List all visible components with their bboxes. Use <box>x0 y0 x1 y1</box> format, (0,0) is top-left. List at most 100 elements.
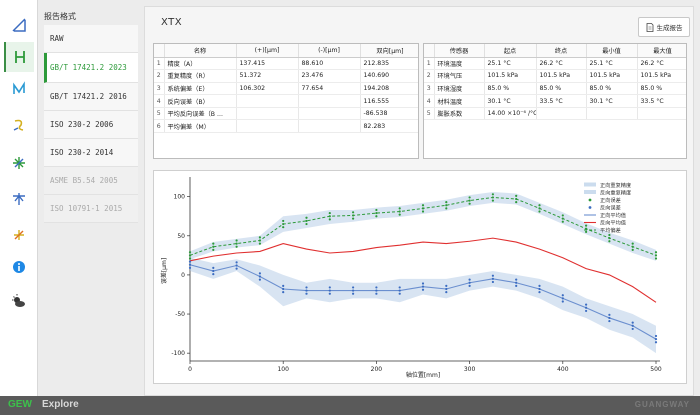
info-icon[interactable] <box>4 252 34 282</box>
error-chart: 0 100 200 300 400 500 -100 -50 0 50 100 轴位置[mm] 误差[μ… <box>153 170 687 384</box>
data-point <box>538 207 541 210</box>
results-row[interactable]: 4 反向误差（B） 116.555 <box>154 94 418 108</box>
sensor-cell: 101.5 kPa <box>586 69 638 83</box>
weather-icon[interactable] <box>4 286 34 316</box>
sensor-cell: 33.5 °C <box>637 94 686 108</box>
data-point <box>468 284 471 287</box>
dynamic-icon[interactable] <box>4 220 34 250</box>
results-row[interactable]: 2 重复精度（R） 51.372 23.476 140.690 <box>154 69 418 83</box>
data-point <box>468 281 471 284</box>
sensor-row[interactable]: 3 环境湿度 85.0 % 85.0 % 85.0 % 85.0 % <box>424 82 686 96</box>
sensor-cell: 33.5 °C <box>536 94 587 108</box>
data-point <box>445 291 448 294</box>
results-cell: 77.654 <box>298 82 361 96</box>
generate-report-button[interactable]: 生成报告 <box>638 17 690 37</box>
rotary-icon[interactable] <box>4 148 34 178</box>
data-point <box>491 193 494 196</box>
data-point <box>235 264 238 267</box>
legend-label: 正向平均值 <box>600 211 626 219</box>
results-cell: 2 <box>154 69 165 83</box>
results-row[interactable]: 5 平均反向误差（B ... -86.538 <box>154 107 418 121</box>
data-point <box>421 204 425 207</box>
data-point <box>421 285 425 288</box>
sensor-row[interactable]: 5 膨胀系数 14.00 ×10⁻⁶ /°C <box>424 107 686 121</box>
results-cell: 3 <box>154 82 165 96</box>
results-row[interactable]: 1 精度（A） 137.415 88.610 212.835 <box>154 57 418 71</box>
data-point <box>631 245 634 248</box>
data-point <box>398 207 401 210</box>
results-header-row: 名称 (+)[μm] (-)[μm] 双向[μm] <box>154 44 418 58</box>
data-point <box>212 266 215 269</box>
sensor-cell: 14.00 ×10⁻⁶ /°C <box>484 107 537 121</box>
sensor-cell: 26.2 °C <box>536 57 587 71</box>
data-point <box>282 287 285 291</box>
error-chart-svg: 0 100 200 300 400 500 -100 -50 0 50 100 轴位置[mm] 误差[μ… <box>160 177 662 379</box>
results-cell: 平均反向误差（B ... <box>164 107 237 121</box>
sensor-row[interactable]: 1 环境温度 25.1 °C 26.2 °C 25.1 °C 26.2 °C <box>424 57 686 71</box>
data-point <box>608 319 611 323</box>
footer-bar: GEW Explore GUANGWAY <box>0 396 700 415</box>
sensor-cell: 膨胀系数 <box>434 107 485 121</box>
data-point <box>631 324 634 327</box>
flatness-icon[interactable] <box>4 74 34 104</box>
report-format-panel: 报告格式 RAW GB/T 17421.2 2023 GB/T 17421.2 … <box>40 6 140 396</box>
sensor-cell: 25.1 °C <box>586 57 638 71</box>
format-item-iso-2014[interactable]: ISO 230-2 2014 <box>44 139 138 167</box>
data-point <box>654 251 658 254</box>
straightness-icon[interactable] <box>4 42 34 72</box>
data-point <box>352 292 355 295</box>
format-item-gbt-2016[interactable]: GB/T 17421.2 2016 <box>44 83 138 111</box>
format-item-iso-2006[interactable]: ISO 230-2 2006 <box>44 111 138 139</box>
sensor-cell: 2 <box>424 69 435 83</box>
data-point <box>235 242 238 245</box>
format-item-raw[interactable]: RAW <box>44 25 138 53</box>
squareness-icon[interactable] <box>4 184 34 214</box>
data-point <box>398 289 401 292</box>
sensor-row[interactable]: 4 材料温度 30.1 °C 33.5 °C 30.1 °C 33.5 °C <box>424 94 686 108</box>
data-point <box>305 216 308 219</box>
sensor-cell <box>586 107 638 121</box>
sensor-col-max: 最大值 <box>637 44 686 58</box>
data-point <box>328 215 331 218</box>
data-point <box>421 207 425 210</box>
brand-product-name: Explore <box>42 399 79 410</box>
data-point <box>631 321 634 324</box>
data-point <box>305 222 308 226</box>
data-point <box>468 196 471 199</box>
results-col-index <box>154 44 165 58</box>
band-1 <box>190 257 656 354</box>
results-cell: 系统偏差（E） <box>164 82 237 96</box>
data-point <box>421 282 425 285</box>
y-tick-label: -50 <box>175 311 185 318</box>
results-row[interactable]: 6 平均偏差（M） 82.283 <box>154 119 418 134</box>
data-point <box>188 251 192 254</box>
data-point <box>212 273 215 276</box>
sensor-cell: 85.0 % <box>484 82 537 96</box>
data-point <box>375 208 378 212</box>
legend-swatch <box>584 182 596 187</box>
y-axis-label: 误差[μm] <box>160 258 168 284</box>
data-point <box>445 204 448 207</box>
sensor-col-end: 终点 <box>536 44 587 58</box>
ruler-icon[interactable] <box>4 10 34 40</box>
sensor-row[interactable]: 2 环境气压 101.5 kPa 101.5 kPa 101.5 kPa 101.5 kP… <box>424 69 686 83</box>
results-row[interactable]: 3 系统偏差（E） 106.302 77.654 194.208 <box>154 82 418 96</box>
angle-icon[interactable] <box>4 110 34 140</box>
data-point <box>491 277 494 280</box>
results-col-minus: (-)[μm] <box>298 44 361 58</box>
data-point <box>305 286 308 289</box>
module-rail <box>0 0 38 396</box>
x-tick-label: 200 <box>371 366 383 373</box>
format-item-gbt-2023[interactable]: GB/T 17421.2 2023 <box>44 53 138 83</box>
generate-report-label: 生成报告 <box>656 24 683 32</box>
data-point <box>188 263 192 266</box>
x-tick-label: 0 <box>188 366 192 373</box>
results-cell: 140.690 <box>360 69 418 83</box>
data-point <box>654 337 658 341</box>
sensor-col-sensor: 传感器 <box>434 44 485 58</box>
data-point <box>445 201 448 204</box>
legend-swatch <box>584 190 596 194</box>
data-point <box>515 278 518 281</box>
data-point <box>305 219 308 223</box>
data-point <box>328 286 331 289</box>
